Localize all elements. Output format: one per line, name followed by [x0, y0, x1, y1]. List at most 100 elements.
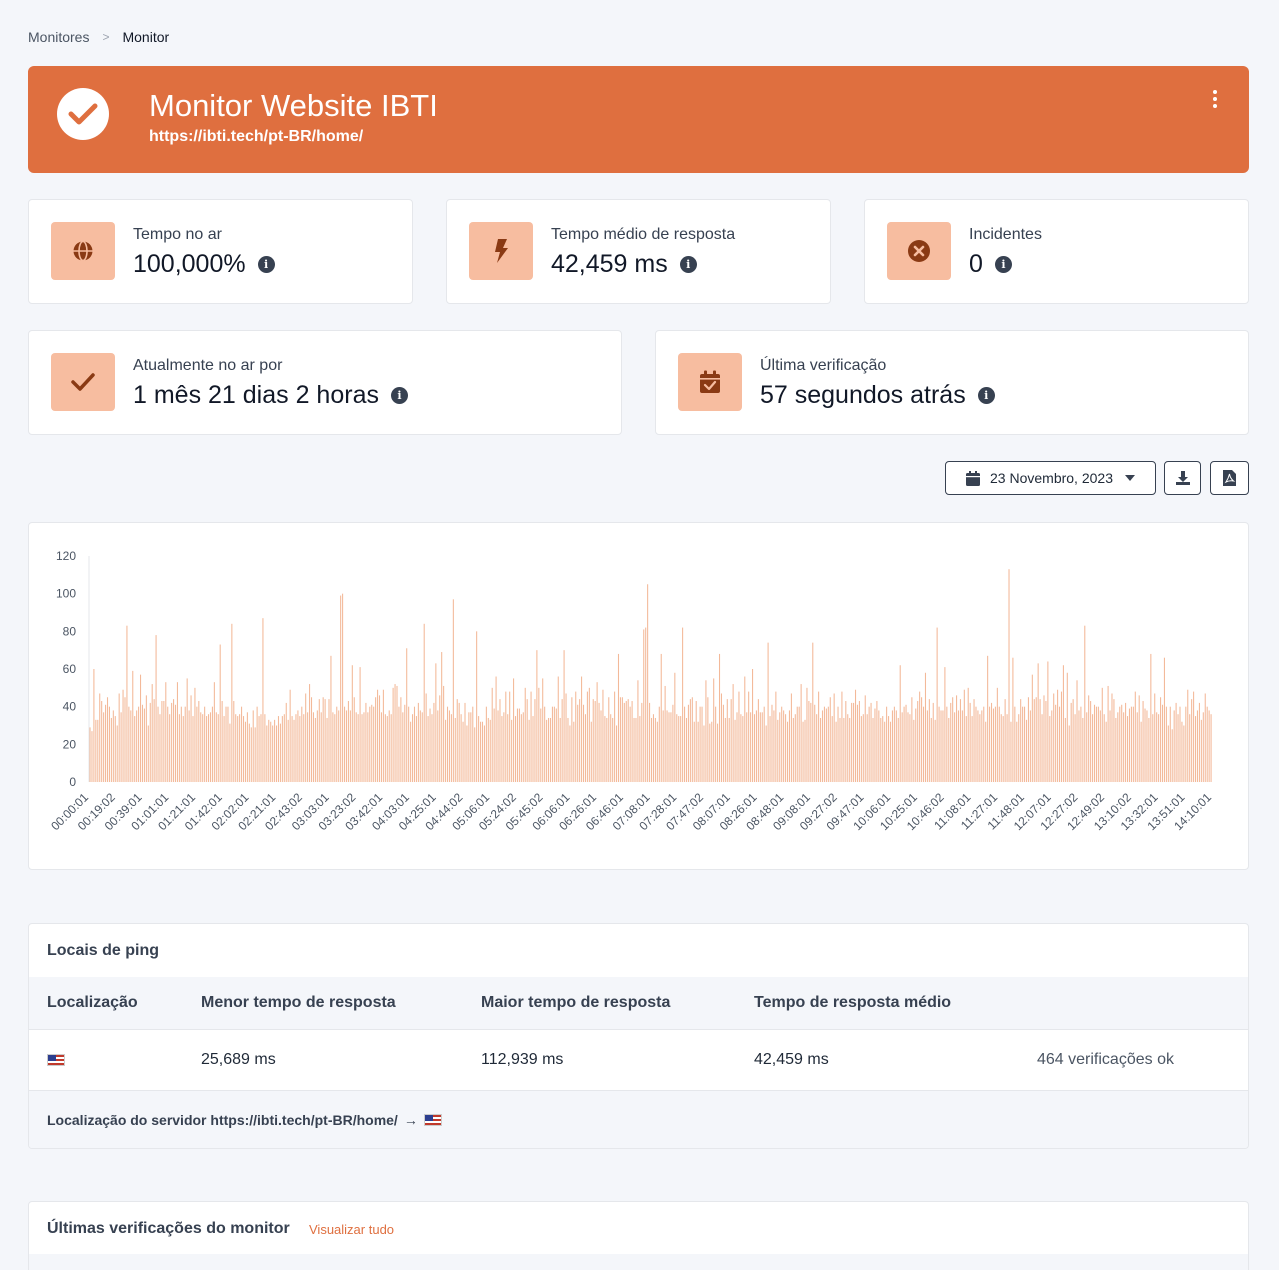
chart-bar	[536, 650, 538, 782]
monitor-header: Monitor Website IBTI https://ibti.tech/p…	[28, 66, 1249, 173]
pdf-button[interactable]	[1210, 461, 1249, 495]
chart-bar	[870, 702, 872, 782]
chart-bar	[994, 706, 996, 782]
chart-bar	[569, 725, 571, 782]
chart-bar	[534, 699, 536, 782]
chart-bar	[730, 699, 732, 782]
chart-bar	[633, 717, 635, 782]
chart-bar	[825, 708, 827, 782]
chart-bar	[266, 725, 268, 782]
chart-bar	[507, 714, 509, 782]
chart-bar	[621, 697, 623, 782]
chart-bar	[563, 650, 565, 782]
chart-bar	[1208, 710, 1210, 782]
chart-bar	[674, 672, 676, 782]
chart-bar	[157, 706, 159, 782]
chart-bar	[167, 706, 169, 782]
chart-bar	[357, 714, 359, 782]
info-icon[interactable]: i	[257, 256, 275, 273]
chart-bar	[474, 727, 476, 782]
chart-bar	[1195, 716, 1197, 782]
ping-locations-card: Locais de ping Localização Menor tempo d…	[28, 923, 1249, 1149]
chart-bar	[1111, 693, 1113, 782]
chart-bar	[1029, 710, 1031, 782]
chart-bar	[277, 716, 280, 782]
chart-bar	[647, 584, 649, 782]
chart-bar	[959, 699, 961, 782]
chart-bar	[495, 676, 497, 782]
chart-bar	[915, 708, 917, 782]
monitor-title: Monitor Website IBTI	[149, 88, 438, 123]
chart-bar	[204, 706, 206, 782]
chart-bar	[425, 693, 427, 782]
download-button[interactable]	[1164, 461, 1201, 495]
chart-bar	[134, 716, 136, 782]
chart-bar	[713, 678, 715, 782]
chart-bar	[174, 704, 177, 782]
info-icon[interactable]: i	[679, 256, 697, 273]
chart-bar	[709, 723, 711, 782]
chart-bar	[841, 691, 843, 782]
chart-bar	[1000, 714, 1002, 782]
chart-bar	[818, 691, 820, 782]
chart-bar	[1037, 663, 1039, 782]
chart-bar	[258, 716, 260, 782]
chart-bar	[977, 710, 979, 782]
chart-bar	[320, 712, 322, 782]
chart-bar	[676, 714, 678, 782]
chart-bar	[897, 717, 899, 782]
info-icon[interactable]: i	[977, 387, 995, 404]
chart-bar	[307, 712, 309, 782]
info-icon[interactable]: i	[994, 256, 1012, 273]
chart-bar	[800, 684, 802, 782]
chart-bar	[309, 684, 311, 782]
chart-bar	[909, 714, 911, 782]
chart-bar	[555, 708, 557, 782]
chart-bar	[821, 710, 824, 782]
chart-bar	[470, 712, 472, 782]
chart-bar	[932, 702, 934, 782]
chart-bar	[891, 710, 893, 782]
chart-bar	[610, 714, 612, 782]
chart-bar	[415, 716, 417, 782]
chart-bar	[1008, 569, 1010, 782]
chart-bar	[549, 717, 552, 782]
last-checks-table-header	[29, 1254, 1248, 1270]
chart-bar	[1103, 714, 1105, 782]
chart-bar	[577, 704, 579, 782]
chart-bar	[182, 716, 184, 782]
chart-bar	[128, 706, 130, 782]
chart-bar	[493, 708, 495, 782]
chart-bar	[816, 714, 818, 782]
chart-bar	[532, 716, 534, 782]
chart-bar	[1095, 706, 1097, 782]
chart-bar	[557, 676, 559, 782]
chart-bar	[1152, 714, 1154, 782]
chart-bar	[165, 682, 167, 782]
chart-bar	[359, 667, 361, 782]
chart-bar	[1033, 699, 1035, 782]
chart-bar	[229, 723, 231, 782]
chart-bar	[118, 693, 120, 782]
breadcrumb-monitores-link[interactable]: Monitores	[28, 29, 90, 45]
view-all-link[interactable]: Visualizar tudo	[309, 1222, 395, 1237]
chart-bar	[1043, 695, 1045, 782]
chart-bar	[503, 712, 505, 782]
chart-bar	[720, 693, 722, 782]
ellipsis-vertical-icon[interactable]	[1203, 90, 1227, 112]
chart-bar	[450, 714, 452, 782]
chart-bar	[584, 714, 586, 782]
chart-bar	[250, 727, 252, 782]
chart-bar	[274, 719, 276, 782]
info-icon[interactable]: i	[390, 387, 408, 404]
chart-bar	[454, 717, 456, 782]
chart-bar	[761, 712, 763, 782]
y-tick-label: 100	[56, 587, 76, 601]
chart-bar	[812, 642, 814, 782]
chart-bar	[268, 719, 270, 782]
chart-bar	[178, 714, 180, 782]
chart-bar	[293, 719, 295, 782]
chart-bar	[1181, 721, 1183, 782]
date-picker-button[interactable]: 23 Novembro, 2023	[945, 461, 1156, 495]
chart-bar	[1051, 710, 1053, 782]
